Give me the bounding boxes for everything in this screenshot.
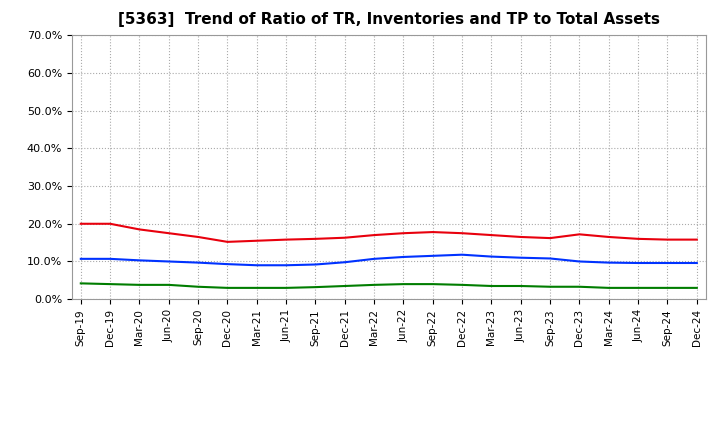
Inventories [575, 259, 584, 264]
Inventories [546, 256, 554, 261]
Inventories [634, 260, 642, 266]
Trade Receivables [370, 232, 379, 238]
Trade Receivables [106, 221, 114, 227]
Inventories [458, 252, 467, 257]
Inventories [399, 254, 408, 260]
Trade Receivables [76, 221, 85, 227]
Trade Payables [428, 282, 437, 287]
Inventories [282, 263, 290, 268]
Trade Payables [693, 285, 701, 290]
Trade Receivables [546, 235, 554, 241]
Trade Payables [487, 283, 496, 289]
Inventories [311, 262, 320, 267]
Inventories [253, 263, 261, 268]
Trade Payables [370, 282, 379, 287]
Inventories [663, 260, 672, 266]
Trade Receivables [458, 231, 467, 236]
Trade Payables [605, 285, 613, 290]
Trade Payables [223, 285, 232, 290]
Trade Payables [399, 282, 408, 287]
Trade Payables [194, 284, 202, 290]
Inventories [135, 258, 144, 263]
Inventories [164, 259, 173, 264]
Line: Trade Payables: Trade Payables [81, 283, 697, 288]
Trade Receivables [253, 238, 261, 243]
Trade Payables [634, 285, 642, 290]
Trade Receivables [693, 237, 701, 242]
Inventories [106, 256, 114, 261]
Trade Payables [311, 285, 320, 290]
Inventories [223, 261, 232, 267]
Trade Payables [546, 284, 554, 290]
Trade Receivables [605, 235, 613, 240]
Trade Receivables [311, 236, 320, 242]
Trade Payables [341, 283, 349, 289]
Trade Payables [135, 282, 144, 287]
Trade Receivables [399, 231, 408, 236]
Line: Inventories: Inventories [81, 255, 697, 265]
Trade Receivables [634, 236, 642, 242]
Trade Receivables [516, 235, 525, 240]
Inventories [428, 253, 437, 258]
Trade Payables [253, 285, 261, 290]
Trade Receivables [663, 237, 672, 242]
Trade Receivables [575, 232, 584, 237]
Line: Trade Receivables: Trade Receivables [81, 224, 697, 242]
Inventories [693, 260, 701, 266]
Title: [5363]  Trend of Ratio of TR, Inventories and TP to Total Assets: [5363] Trend of Ratio of TR, Inventories… [118, 12, 660, 27]
Trade Receivables [428, 229, 437, 235]
Trade Payables [282, 285, 290, 290]
Trade Payables [663, 285, 672, 290]
Trade Payables [106, 282, 114, 287]
Inventories [487, 254, 496, 259]
Trade Payables [458, 282, 467, 287]
Trade Payables [575, 284, 584, 290]
Trade Receivables [135, 227, 144, 232]
Trade Receivables [487, 232, 496, 238]
Trade Receivables [282, 237, 290, 242]
Trade Payables [164, 282, 173, 287]
Trade Receivables [194, 235, 202, 240]
Inventories [370, 256, 379, 261]
Trade Receivables [341, 235, 349, 240]
Trade Receivables [164, 231, 173, 236]
Trade Payables [516, 283, 525, 289]
Trade Payables [76, 281, 85, 286]
Inventories [516, 255, 525, 260]
Inventories [194, 260, 202, 265]
Inventories [341, 260, 349, 265]
Trade Receivables [223, 239, 232, 245]
Inventories [76, 256, 85, 261]
Inventories [605, 260, 613, 265]
